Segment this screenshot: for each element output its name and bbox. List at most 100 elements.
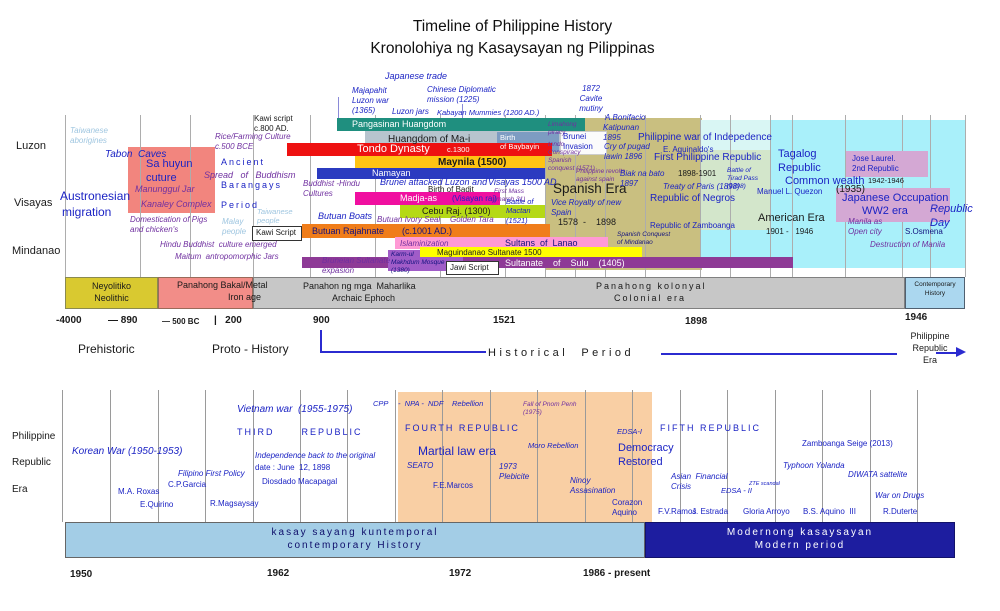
timeline-label: Sa huyun cuture (146, 158, 193, 184)
timeline-label: Biak na bato 1897 (620, 169, 665, 188)
timeline-label: FIFTH REPUBLIC (660, 423, 762, 433)
timeline-label: kasay sayang kuntemporal (271, 527, 439, 538)
timeline-label: Chinese Diplomatic mission (1225) (427, 85, 496, 104)
timeline-label: Martial law era (418, 444, 497, 458)
timeline-label: Katipunan 1895 (603, 123, 640, 142)
timeline-label: Kanaley Complex (141, 199, 212, 209)
jawi-script-box (446, 261, 499, 275)
timeline-label: American Era (758, 212, 825, 224)
period-philippine-republic: Philippine (910, 331, 950, 341)
row-label-republic: Republic (12, 457, 51, 468)
timeline-label: Buddhist -Hindu Cultures (303, 179, 360, 198)
timeline-label: Japanese trade (385, 71, 448, 81)
timeline-label: Maynila (1500) (438, 157, 507, 168)
sultans-of-lanao-bar (395, 237, 608, 249)
timeline-label: War on Drugs (875, 491, 925, 500)
tick-1986-present: 1986 - present (583, 568, 651, 579)
era-arrow-line (936, 352, 956, 354)
timeline-label: 1898-1901 (678, 169, 717, 178)
timeline-label: Majapahit Luzon war (1365) (352, 86, 389, 115)
timeline-label: Treaty of Paris (1898) (663, 182, 740, 191)
timeline-label: 1901 - 1946 (766, 227, 814, 236)
brunei-invasion-box (560, 131, 607, 155)
timeline-label: DIWATA sattelite (848, 470, 908, 479)
timeline-label: Taiwanese people (257, 207, 293, 226)
gridline (605, 115, 606, 277)
period-line (661, 353, 897, 355)
gridline (792, 115, 793, 277)
page-subtitle: Kronolohiya ng Kasaysayan ng Pilippinas (370, 40, 655, 57)
tick-1946: 1946 (905, 312, 928, 323)
timeline-label: Visayas 1500 AD (488, 177, 557, 187)
timeline-label: Ancient (221, 157, 266, 167)
timeline-label: Republic of Zamboanga (650, 221, 735, 230)
timeline-label: WW2 era (862, 205, 908, 217)
timeline-label: 1942-1946 (868, 176, 904, 185)
timeline-label: Colonial era (614, 293, 687, 303)
timeline-label: Vietnam war (1955-1975) (237, 404, 353, 415)
timeline-label: Contemporary (914, 281, 956, 288)
timeline-label: 1578 - 1898 (558, 217, 617, 227)
timeline-label: 1973 Plebicite (499, 462, 530, 481)
timeline-label: Rice/Farming Culture c.500 BCE (215, 132, 291, 151)
period-historical: Historical Period (488, 347, 635, 359)
gridline (310, 115, 311, 277)
era-archaic-colonial (253, 277, 905, 309)
timeline-label: F.V.Ramos (658, 507, 697, 516)
gridline (585, 390, 586, 522)
timeline-label: Neyolitiko (91, 281, 131, 291)
independence-war-region (700, 120, 772, 150)
timeline-label: B.S. Aquino III (803, 507, 856, 516)
gridline (730, 115, 731, 277)
timeline-label: Corazon Aquino (612, 498, 643, 517)
row-label-visayas: Visayas (14, 197, 53, 209)
timeline-label: contemporary History (287, 540, 423, 551)
row-label-era: Era (12, 484, 28, 495)
timeline-label: Asian Financial Crisis (671, 472, 728, 491)
timeline-label: E. Aguinaldo's (663, 145, 714, 154)
gridline (205, 390, 206, 522)
gridline (442, 390, 443, 522)
band-modern-period (645, 522, 955, 558)
timeline-label: Modern period (754, 540, 846, 551)
timeline-label: Kabayan Mummies (1200 AD.) (437, 108, 540, 117)
timeline-label: Birth of Badit (428, 185, 474, 194)
gridline (395, 390, 396, 522)
timeline-label: Brunei attacked Luzon and (380, 177, 488, 187)
timeline-label: First Philippine Republic (654, 152, 762, 163)
timeline-label: Manunggul Jar (135, 184, 195, 194)
tick-1962: 1962 (267, 568, 290, 579)
gridline (700, 115, 701, 277)
era-neolithic (65, 277, 158, 309)
gridline (917, 390, 918, 522)
sultanate-of-sulu-bar (302, 257, 793, 268)
gridline (727, 390, 728, 522)
timeline-label: Sultans of Lanao (505, 238, 578, 248)
timeline-label: C.P.Garcia (168, 480, 207, 489)
gridline (300, 390, 301, 522)
timeline-label: - NPA - NDF (398, 399, 444, 408)
tick--500bc: — 500 BC (162, 317, 200, 326)
gridline (770, 115, 771, 277)
timeline-label: Independence back to the original (255, 451, 376, 460)
gridline (190, 115, 191, 277)
timeline-label: (Visayan raj) (452, 194, 497, 203)
timeline-label: Spanish Conquest of Mindanao (617, 231, 671, 247)
timeline-label: F.E.Marcos (433, 481, 474, 490)
kawi-script-box (252, 226, 302, 241)
tick-200: | 200 (214, 315, 242, 326)
gridline (870, 390, 871, 522)
timeline-label: Korean War (1950-1953) (72, 446, 183, 457)
cebu-raj-bar (400, 205, 545, 218)
timeline-label: Panahong Bakal/Metal (177, 280, 268, 290)
timeline-label: Panahong kolonyal (596, 281, 707, 291)
timeline-label: Kawi script c.800 AD. (254, 114, 293, 133)
timeline-label: Filipino First Policy (178, 469, 245, 478)
timeline-label: Period (221, 200, 260, 210)
gridline (490, 390, 491, 522)
timeline-label: Tabon Caves (105, 149, 167, 160)
timeline-label: Spread of Buddhism (204, 170, 296, 180)
timeline-label: Islaminization (400, 239, 449, 248)
timeline-label: Fall of Pnom Penh (1975) (523, 401, 577, 417)
